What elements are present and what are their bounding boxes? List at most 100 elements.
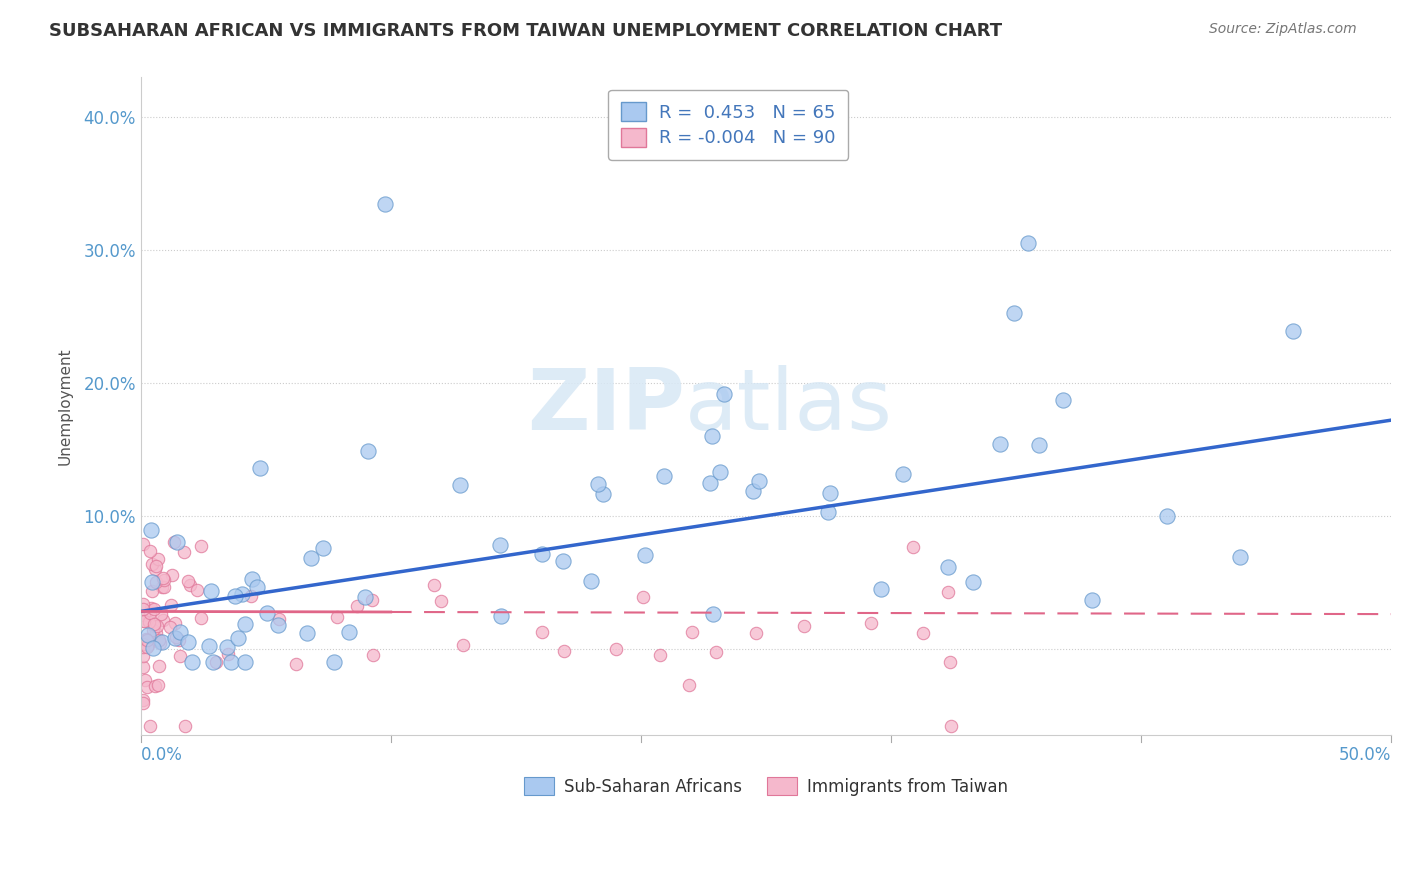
Point (139, 606, 162, 620)
Point (226, 631, 249, 645)
Point (165, 630, 187, 644)
Point (186, 582, 208, 597)
Point (325, 610, 347, 624)
Point (1282, 324, 1305, 338)
Point (143, 617, 166, 632)
Text: ZIP: ZIP (527, 365, 685, 448)
Point (859, 615, 882, 630)
Point (217, 640, 239, 655)
Point (634, 549, 657, 563)
Point (1052, 392, 1074, 407)
Point (451, 638, 474, 652)
Point (322, 655, 344, 669)
Point (267, 618, 290, 632)
Point (190, 539, 212, 553)
Point (1081, 592, 1104, 607)
Point (132, 597, 155, 611)
Point (361, 648, 384, 662)
Text: SUBSAHARAN AFRICAN VS IMMIGRANTS FROM TAIWAN UNEMPLOYMENT CORRELATION CHART: SUBSAHARAN AFRICAN VS IMMIGRANTS FROM TA… (49, 22, 1002, 40)
Point (744, 625, 766, 640)
Point (903, 540, 925, 554)
Point (132, 640, 155, 655)
Point (702, 607, 724, 621)
Y-axis label: Unemployment: Unemployment (58, 347, 72, 465)
Point (165, 616, 187, 631)
Point (169, 624, 191, 639)
Point (201, 655, 224, 669)
Point (217, 647, 239, 661)
Point (346, 599, 368, 613)
Point (141, 584, 163, 599)
Point (741, 484, 763, 499)
Point (224, 589, 246, 603)
Point (936, 559, 959, 574)
Point (134, 608, 156, 623)
Point (145, 558, 167, 573)
Point (143, 562, 166, 576)
Point (146, 619, 169, 633)
Point (162, 535, 184, 549)
Point (179, 577, 201, 591)
Point (167, 633, 190, 648)
Point (135, 632, 157, 647)
Point (312, 541, 335, 555)
Point (174, 719, 197, 733)
Point (1028, 438, 1050, 452)
Point (592, 487, 614, 501)
Point (132, 649, 155, 664)
Point (299, 551, 322, 566)
Point (142, 623, 165, 637)
Point (231, 587, 253, 601)
Point (145, 574, 167, 589)
Point (912, 625, 935, 640)
Point (198, 639, 221, 653)
Point (295, 626, 318, 640)
Point (988, 437, 1011, 451)
Point (357, 444, 380, 458)
Point (939, 719, 962, 733)
Point (153, 581, 176, 595)
Point (132, 660, 155, 674)
Point (489, 538, 512, 552)
Point (139, 523, 162, 537)
Point (530, 625, 553, 640)
Point (962, 574, 984, 589)
Point (148, 552, 170, 566)
Point (139, 718, 162, 732)
Point (246, 580, 269, 594)
Point (143, 679, 166, 693)
Point (1156, 509, 1178, 524)
Point (152, 571, 174, 585)
Point (354, 590, 377, 604)
Point (1018, 236, 1040, 251)
Point (936, 584, 959, 599)
Point (132, 692, 155, 706)
Point (579, 574, 602, 589)
Point (361, 592, 384, 607)
Point (132, 696, 155, 710)
Point (132, 536, 155, 550)
Point (142, 640, 165, 655)
Point (605, 642, 627, 657)
Point (149, 636, 172, 650)
Point (204, 655, 226, 669)
Point (159, 620, 181, 634)
Point (139, 544, 162, 558)
Point (141, 575, 163, 590)
Point (166, 535, 188, 549)
Point (870, 582, 893, 596)
Point (136, 633, 159, 648)
Point (148, 659, 170, 673)
Point (681, 625, 703, 640)
Text: 50.0%: 50.0% (1339, 746, 1391, 764)
Point (163, 631, 186, 645)
Point (132, 637, 155, 651)
Point (138, 615, 160, 629)
Point (136, 640, 159, 654)
Text: 0.0%: 0.0% (141, 746, 183, 764)
Point (141, 600, 163, 615)
Point (586, 477, 609, 491)
Point (267, 612, 290, 626)
Point (233, 655, 256, 669)
Point (177, 574, 200, 588)
